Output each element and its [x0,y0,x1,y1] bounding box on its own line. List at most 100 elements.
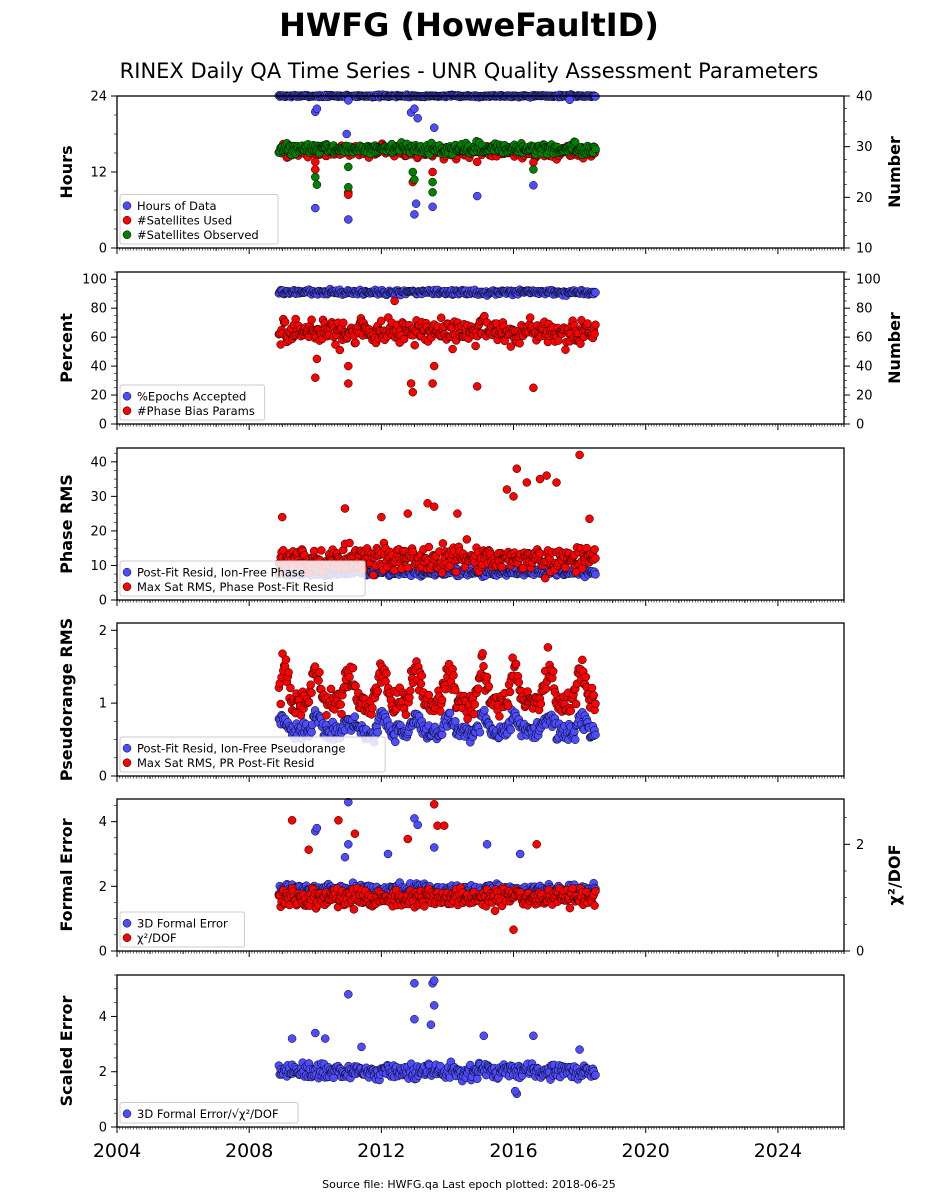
data-point [344,379,353,388]
data-point [566,706,576,716]
data-point [536,699,546,709]
panel-3: 0 10 20 30 40 Phase RMS Post-Fit Resid, Ion-Fr… [57,447,845,609]
data-point [591,320,600,330]
data-point [368,703,377,713]
data-point [451,717,460,726]
y-axis-label-right: Number [885,136,904,208]
data-points [274,643,600,747]
data-point [307,315,316,325]
data-point [350,712,360,721]
data-point [570,137,580,147]
data-point [406,379,416,388]
data-point [317,546,326,555]
legend-marker [122,230,132,239]
legend-box [119,194,279,245]
data-point [429,123,439,132]
legend-marker [122,568,132,577]
data-point [509,492,518,501]
data-point [284,668,293,677]
legend-label: #Phase Bias Params [137,404,255,418]
y-tick-label: 2 [99,624,107,639]
data-point [495,712,504,721]
data-point [462,535,472,544]
legend-label: Max Sat RMS, PR Post-Fit Resid [137,756,314,770]
data-point [475,728,485,737]
legend-label: Post-Fit Resid, Ion-Free Pseudorange [137,741,345,755]
data-point [344,96,353,105]
y-tick-label: 40 [90,360,107,375]
data-point [373,686,382,696]
data-point [506,725,516,735]
y-axis-label: Percent [57,313,76,383]
y-right-tick-label: 0 [856,418,864,433]
data-point [428,188,437,197]
y-tick-label: 0 [99,418,107,433]
data-point [410,175,419,184]
data-point [311,157,320,167]
data-point [345,538,354,548]
data-point [286,683,295,693]
data-point [571,699,581,709]
data-point [497,562,507,572]
data-point [525,313,535,322]
data-point [306,680,315,689]
data-point [304,697,314,707]
data-point [413,820,422,830]
legend-label: %Epochs Accepted [137,389,246,403]
data-point [436,313,446,323]
data-point [311,373,320,382]
data-point [484,682,494,691]
y-tick-label: 12 [90,166,107,181]
data-point [514,678,524,687]
data-point [590,545,599,554]
legend: Post-Fit Resid, Ion-Free PseudorangeMax … [119,736,386,773]
data-point [472,157,482,167]
data-point [436,707,445,716]
legend-label: Hours of Data [137,199,217,213]
legend-label: Post-Fit Resid, Ion-Free Phase [137,565,305,579]
data-point [561,563,570,572]
data-point [408,387,418,397]
legend-marker [122,216,132,225]
legend-marker [122,744,132,753]
data-point [522,478,532,487]
data-point [424,690,434,700]
panel-2: 0 20 40 60 80 100 0 20 40 60 80 100 Number Percent %Ep… [57,271,904,433]
data-points [274,284,600,397]
data-point [277,512,287,522]
data-point [472,191,482,201]
y-tick-label: 0 [99,242,107,257]
data-point [336,700,345,709]
data-point [315,668,324,677]
data-point [351,338,360,348]
data-point [511,659,521,669]
data-point [473,684,483,693]
data-point [471,341,480,351]
y-axis-label: Phase RMS [57,474,76,574]
chart-title: HWFG (HoweFaultID) [279,6,659,44]
y-tick-label: 80 [90,302,107,317]
y-tick-label: 40 [90,455,107,470]
data-point [312,354,322,364]
data-point [479,662,488,671]
y-right-tick-label: 40 [856,360,873,375]
y-tick-label: 0 [99,770,107,785]
legend-marker [122,582,132,591]
data-point [410,104,419,113]
data-point [502,485,512,494]
y-tick-label: 30 [90,490,107,505]
data-point [337,709,346,719]
data-point [276,699,285,709]
data-point [585,514,594,524]
legend-marker [122,392,132,401]
data-point [428,202,437,212]
data-point [429,502,439,511]
y-axis-label: Hours [57,145,76,198]
data-points [274,797,600,934]
data-point [376,316,386,326]
y-right-tick-label: 20 [856,389,873,404]
data-point [311,203,320,213]
